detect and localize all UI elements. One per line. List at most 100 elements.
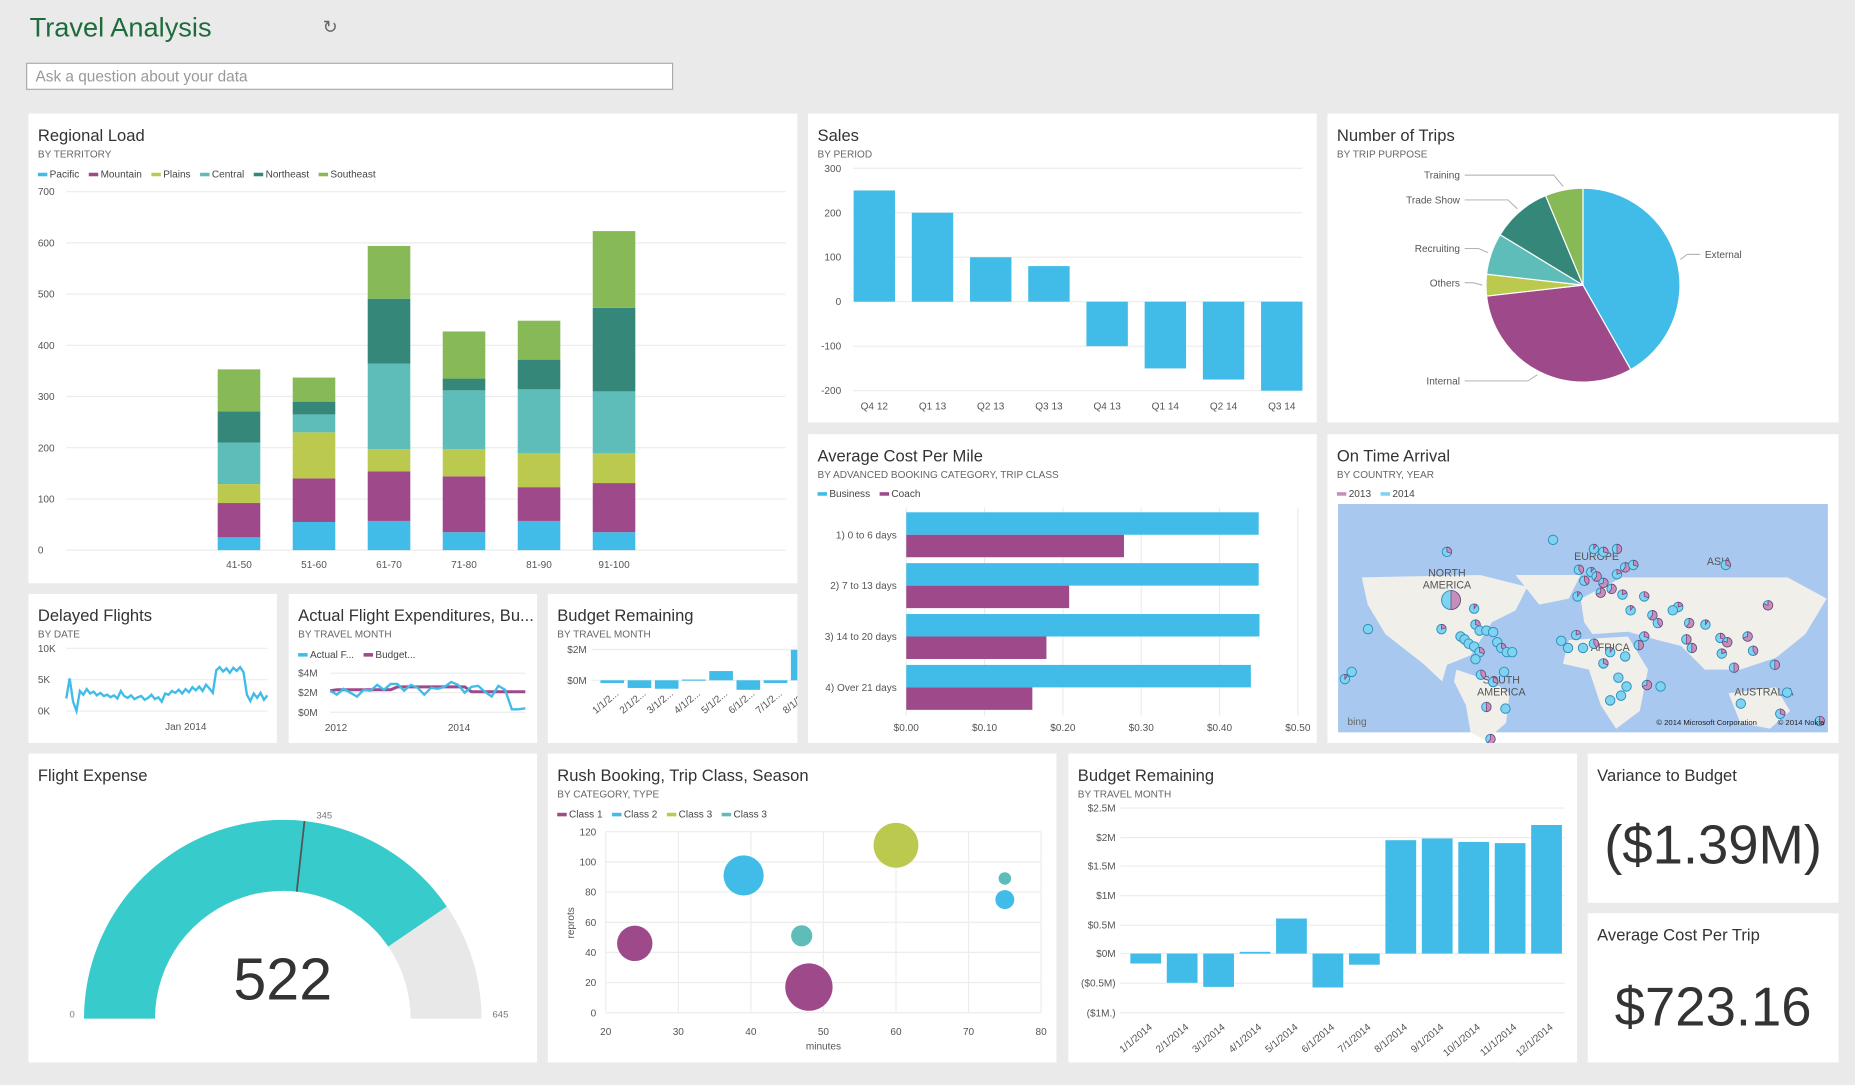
average-cost-per-mile-tile[interactable]: Average Cost Per Mile BY ADVANCED BOOKIN… bbox=[808, 434, 1317, 743]
bar[interactable] bbox=[1028, 266, 1070, 302]
map-bubble[interactable] bbox=[1633, 639, 1644, 651]
bar[interactable] bbox=[627, 680, 652, 688]
rush-booking-tile[interactable]: Rush Booking, Trip Class, Season BY CATE… bbox=[547, 753, 1057, 1063]
map-bubble[interactable] bbox=[1814, 715, 1825, 727]
bar-business[interactable] bbox=[906, 664, 1251, 688]
bar[interactable] bbox=[654, 680, 679, 689]
bar[interactable] bbox=[1144, 301, 1187, 369]
map-bubble[interactable] bbox=[1647, 610, 1658, 621]
bar-segment-northeast[interactable] bbox=[292, 401, 336, 415]
bar-segment-central[interactable] bbox=[592, 391, 636, 454]
bar[interactable] bbox=[1421, 838, 1453, 954]
bar-segment-northeast[interactable] bbox=[217, 411, 261, 443]
map-bubble[interactable] bbox=[1595, 587, 1606, 598]
qa-question-input[interactable] bbox=[26, 62, 674, 90]
bar-business[interactable] bbox=[906, 512, 1259, 535]
pie-slice-internal[interactable] bbox=[1485, 284, 1632, 383]
bubble-class-2[interactable] bbox=[995, 890, 1015, 910]
map-bubble[interactable] bbox=[1611, 543, 1623, 555]
bar-business[interactable] bbox=[906, 614, 1260, 637]
bubble-class-3[interactable] bbox=[873, 822, 919, 868]
bar-segment-plains[interactable] bbox=[517, 453, 561, 488]
map-bubble[interactable] bbox=[1681, 634, 1692, 645]
map-bubble[interactable] bbox=[1591, 571, 1602, 582]
bubble-class-1[interactable] bbox=[785, 963, 833, 1011]
bar[interactable] bbox=[709, 671, 733, 681]
map-bubble[interactable] bbox=[1686, 642, 1698, 654]
bar-segment-central[interactable] bbox=[517, 389, 561, 454]
map-bubble[interactable] bbox=[1556, 635, 1567, 647]
map-bubble[interactable] bbox=[1572, 591, 1583, 602]
map-bubble[interactable] bbox=[1722, 637, 1733, 648]
map-bubble[interactable] bbox=[1615, 690, 1627, 701]
bar[interactable] bbox=[1531, 824, 1562, 954]
bar[interactable] bbox=[970, 257, 1012, 302]
bar[interactable] bbox=[682, 679, 706, 681]
flight-expense-tile[interactable]: Flight Expense 345 522 0 645 bbox=[28, 753, 538, 1063]
bar[interactable] bbox=[1203, 953, 1234, 987]
bubble-class-2[interactable] bbox=[723, 855, 764, 896]
bar-segment-northeast[interactable] bbox=[517, 359, 561, 390]
budget-remaining-small-tile[interactable]: Budget Remaining BY TRAVEL MONTH $2M $0M 1… bbox=[547, 593, 798, 743]
bar-segment-central[interactable] bbox=[217, 442, 261, 485]
bar-segment-southeast[interactable] bbox=[442, 331, 486, 379]
map-bubble[interactable] bbox=[1362, 623, 1374, 635]
bar-segment-southeast[interactable] bbox=[292, 377, 336, 402]
bar-segment-central[interactable] bbox=[292, 414, 336, 433]
bar[interactable] bbox=[1202, 301, 1245, 380]
average-cost-per-trip-tile[interactable]: Average Cost Per Trip $723.16 bbox=[1587, 913, 1839, 1063]
bar-segment-northeast[interactable] bbox=[592, 307, 636, 392]
bar[interactable] bbox=[1261, 301, 1303, 391]
map-bubble[interactable] bbox=[1639, 631, 1650, 642]
map-bubble[interactable] bbox=[1487, 676, 1499, 688]
map-bubble[interactable] bbox=[1667, 605, 1678, 616]
refresh-icon[interactable]: ↻ bbox=[322, 17, 338, 38]
bar[interactable] bbox=[1130, 953, 1162, 964]
map-bubble[interactable] bbox=[1769, 659, 1781, 671]
map-bubble[interactable] bbox=[1652, 617, 1664, 629]
bar-business[interactable] bbox=[906, 563, 1259, 586]
map-bubble[interactable] bbox=[1588, 638, 1600, 649]
map-bubble[interactable] bbox=[1613, 672, 1624, 683]
map-bubble[interactable] bbox=[1441, 590, 1461, 610]
map-bubble[interactable] bbox=[1735, 698, 1747, 709]
map-bubble[interactable] bbox=[1728, 662, 1740, 673]
map-bubble[interactable] bbox=[1683, 617, 1695, 629]
map-bubble[interactable] bbox=[1716, 648, 1727, 659]
map-bubble[interactable] bbox=[1485, 733, 1496, 743]
pie-slice-external[interactable] bbox=[1582, 187, 1681, 371]
regional-load-tile[interactable]: Regional Load BY TERRITORY Pacific Mounta… bbox=[28, 113, 798, 584]
map-bubble[interactable] bbox=[1621, 681, 1632, 692]
bar-segment-mountain[interactable] bbox=[517, 487, 561, 521]
on-time-arrival-tile[interactable]: On Time Arrival BY COUNTRY, YEAR 2013 201… bbox=[1327, 434, 1839, 743]
map-bubble[interactable] bbox=[1641, 679, 1653, 691]
map-bubble[interactable] bbox=[1487, 626, 1499, 638]
variance-to-budget-tile[interactable]: Variance to Budget ($1.39M) bbox=[1587, 753, 1839, 903]
bar[interactable] bbox=[1458, 841, 1490, 954]
bar[interactable] bbox=[790, 649, 798, 681]
bar-segment-pacific[interactable] bbox=[592, 532, 636, 551]
bar[interactable] bbox=[1494, 843, 1526, 954]
pie-slice-training[interactable] bbox=[1544, 187, 1584, 286]
map-bubble[interactable] bbox=[1742, 631, 1753, 642]
bar-segment-mountain[interactable] bbox=[217, 503, 261, 538]
bar-segment-northeast[interactable] bbox=[367, 298, 411, 364]
map-bubble[interactable] bbox=[1762, 600, 1774, 611]
bar-coach[interactable] bbox=[906, 534, 1124, 558]
map-bubble[interactable] bbox=[1441, 546, 1453, 558]
map-bubble[interactable] bbox=[1481, 701, 1492, 713]
map-bubble[interactable] bbox=[1720, 559, 1732, 571]
bar-segment-southeast[interactable] bbox=[592, 231, 636, 308]
map-bubble[interactable] bbox=[1598, 577, 1609, 589]
bar-segment-plains[interactable] bbox=[592, 453, 636, 484]
map-bubble[interactable] bbox=[1606, 583, 1617, 595]
map-bubble[interactable] bbox=[1500, 703, 1511, 714]
bar-segment-mountain[interactable] bbox=[367, 471, 411, 521]
bar-segment-southeast[interactable] bbox=[517, 320, 561, 360]
map-bubble[interactable] bbox=[1639, 591, 1650, 602]
bar-segment-central[interactable] bbox=[367, 363, 411, 450]
bar-segment-plains[interactable] bbox=[367, 449, 411, 472]
bubble-class-1[interactable] bbox=[617, 925, 653, 962]
bar[interactable] bbox=[736, 680, 761, 690]
map-bubble[interactable] bbox=[1700, 619, 1711, 630]
